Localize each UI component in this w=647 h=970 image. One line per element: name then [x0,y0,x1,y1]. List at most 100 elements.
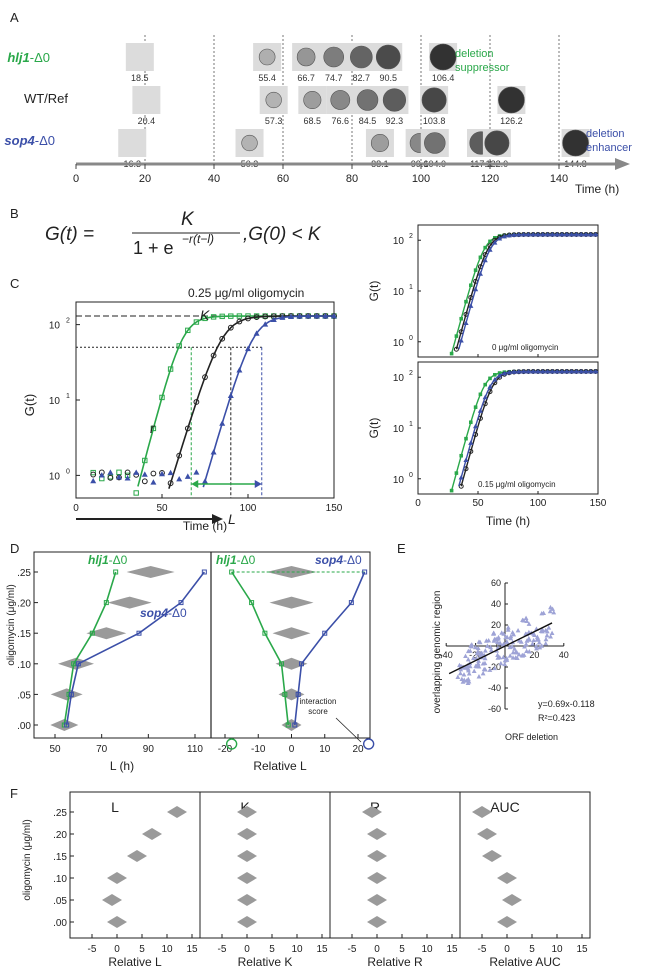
data-point-triangle [150,479,157,485]
data-point-circle [193,399,200,405]
scatter-point [495,639,500,644]
relative-lag-point [362,569,368,575]
panel-d-lag-plots: .25 .20 .15 .10 .05 .00 50 70 90 110 -20 -10 0 10 20 o… [6,551,375,773]
fitted-curve [137,315,334,487]
scatter-point [514,655,520,661]
scatter-point [482,655,488,661]
panel-d-right-hlj1-label: hlj1-Δ0 [216,553,256,567]
scatter-point [543,641,549,646]
subplot-xlabel: Relative K [238,955,293,969]
relative-param-diamond [237,806,257,818]
time-axis-tick-label: 20 [139,173,151,185]
lag-curve [65,571,205,726]
data-point-triangle [525,368,531,374]
y-tick-label: .25 [17,568,31,579]
relative-lag-curve [231,571,289,726]
colony-blob [421,87,447,113]
lag-point [68,691,74,697]
data-point-triangle [468,303,474,308]
y-tick-label: 0 [496,641,501,651]
time-axis-tick-label: 0 [73,173,79,185]
scatter-point [508,633,514,639]
sop4-score-marker [362,738,375,750]
lag-point [89,630,95,636]
data-point-triangle [578,368,584,374]
data-point-triangle [322,313,329,319]
relative-param-diamond [367,916,387,928]
relative-param-diamond [107,916,127,928]
colony-thumbnail: 18.5 [125,43,154,83]
scatter-point [475,661,481,666]
data-point-triangle [458,474,464,480]
x-tick-label: -5 [478,944,487,955]
scatter-point [493,637,499,642]
scatter-point [502,661,508,667]
data-point-triangle [564,231,570,237]
x-tick-label: 0 [374,944,380,955]
data-point-circle [227,324,234,331]
y-tick-label: .25 [53,808,67,819]
y-tick-label: 10 [393,424,405,435]
y-tick-label: -40 [488,683,501,693]
scatter-point [482,648,488,653]
scatter-point [488,647,494,653]
x-tick-label: 15 [316,944,328,955]
data-point-triangle [511,232,517,237]
data-point-triangle [573,368,579,374]
wt-distribution-diamond [86,627,127,640]
y-tick-exponent: 2 [409,233,413,240]
scatter-point [477,652,483,658]
panel-d-right-xlabel: Relative L [253,759,307,773]
interaction-score-line2: score [308,707,328,716]
scatter-point [521,618,527,623]
colony-time-label: 92.3 [386,116,404,126]
scatter-point [544,632,550,638]
panel-letter-e: E [397,541,406,556]
panel-c-frame [75,301,335,499]
scatter-point [476,658,481,663]
relative-param-diamond [367,850,387,862]
scatter-point [539,643,545,648]
colony-time-label: 18.5 [131,73,149,83]
data-point-triangle [98,472,105,478]
scatter-point [522,644,527,649]
data-point-circle [453,346,459,352]
scatter-point [465,656,471,662]
colony-thumbnail: 74.7 [319,43,348,83]
relative-param-diamond [107,872,127,884]
data-point-triangle [593,368,599,374]
relative-param-diamond [367,828,387,840]
data-point-square [449,351,454,356]
data-point-triangle [245,345,251,352]
scatter-point [504,657,510,662]
data-point-square [464,299,468,304]
enhancer-annotation-line1: deletion [586,128,625,140]
panel-d-right-sop4-label: sop4-Δ0 [315,553,362,567]
x-tick-label: 0 [73,503,79,514]
data-point-triangle [521,368,527,374]
data-point-square [469,420,473,425]
x-tick-label: 110 [187,744,203,755]
data-point-circle [262,313,269,320]
panel-c-ylabel: G(t) [22,394,37,416]
relative-param-diamond [237,872,257,884]
fitted-curve [455,233,598,350]
data-point-square [473,405,478,409]
x-tick-label: 50 [49,744,61,755]
panel-c-bottom-label: 0.15 μg/ml oligomycin [478,480,556,489]
equation-lhs: G(t) = [45,224,94,245]
panel-e-data [448,604,557,686]
relative-lag-point [279,661,285,667]
panel-letter-d: D [10,541,19,556]
data-point-square [236,313,243,319]
x-tick-label: 150 [590,498,607,509]
data-point-triangle [124,475,131,481]
panel-f-subplots: .25 .20 .15 .10 .05 .00 L -5 0 5 10 15 Relative L K -5… [53,792,588,969]
data-point-triangle [554,368,560,374]
scatter-point [526,635,532,641]
relative-lag-point [229,569,235,575]
y-tick-label: .20 [17,599,31,610]
relative-lag-point [282,691,288,697]
data-point-triangle [497,235,503,241]
